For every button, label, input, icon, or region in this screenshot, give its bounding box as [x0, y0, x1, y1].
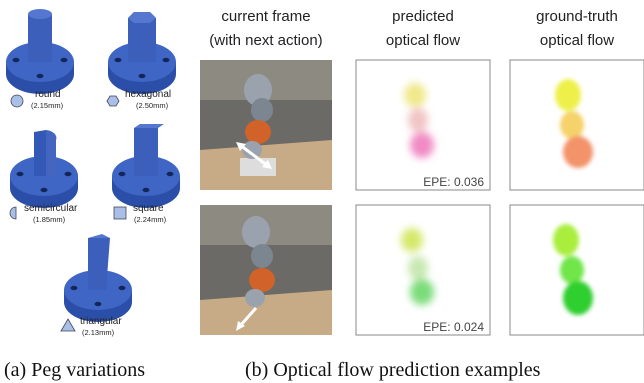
peg-semicircular: [10, 130, 78, 208]
column-header: (with next action): [209, 32, 322, 49]
peg-hexagonal: [108, 12, 176, 94]
column-header: optical flow: [386, 32, 460, 49]
peg-square: [112, 124, 180, 208]
peg-size: (1.85mm): [33, 215, 66, 224]
peg-triangular: [64, 234, 132, 322]
column-header: predicted: [392, 8, 454, 25]
ground-truth-flow: [510, 205, 644, 335]
peg-size: (2.13mm): [82, 328, 115, 337]
caption: (b) Optical flow prediction examples: [245, 359, 541, 381]
peg-name: semicircular: [24, 203, 78, 214]
peg-size: (2.15mm): [31, 101, 64, 110]
icon-square: [114, 207, 126, 219]
icon-round: [11, 95, 23, 107]
photo-frame: [200, 205, 332, 335]
column-header: optical flow: [540, 32, 614, 49]
peg-size: (2.24mm): [134, 215, 167, 224]
icon-triangular: [61, 319, 75, 331]
predicted-flow: [356, 205, 490, 335]
ground-truth-flow: [510, 60, 644, 190]
peg-name: square: [133, 203, 164, 214]
peg-name: round: [35, 89, 61, 100]
icon-hexagonal: [107, 96, 119, 106]
column-header: current frame: [221, 8, 310, 25]
figure: round (2.15mm) hexagonal (2.50mm) semici…: [0, 0, 644, 383]
peg-name: hexagonal: [125, 89, 171, 100]
icon-semicircular: [10, 207, 16, 219]
epe-label: EPE: 0.024: [423, 320, 484, 334]
peg-size: (2.50mm): [136, 101, 169, 110]
photo-frame: [200, 60, 332, 190]
caption: (a) Peg variations: [4, 359, 145, 381]
column-header: ground-truth: [536, 8, 618, 25]
epe-label: EPE: 0.036: [423, 175, 484, 189]
predicted-flow: [356, 60, 490, 190]
peg-name: triangular: [80, 316, 122, 327]
peg-round: [6, 9, 74, 94]
